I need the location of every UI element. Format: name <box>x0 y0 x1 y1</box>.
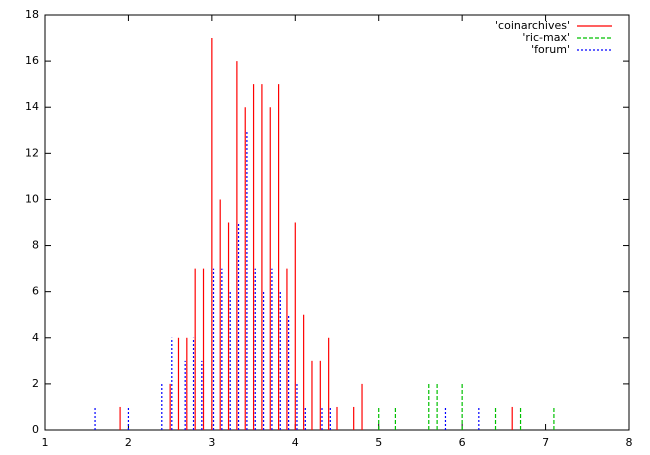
x-tick-label: 6 <box>459 436 466 449</box>
y-tick-label: 4 <box>32 331 39 344</box>
x-tick-label: 3 <box>208 436 215 449</box>
x-tick-label: 1 <box>42 436 49 449</box>
y-tick-label: 12 <box>25 146 39 159</box>
y-tick-label: 10 <box>25 192 39 205</box>
plot-border <box>44 14 630 431</box>
y-tick-label: 14 <box>25 100 39 113</box>
legend-label: 'ric-max' <box>522 31 570 44</box>
legend-label: 'forum' <box>531 43 570 56</box>
x-tick-label: 2 <box>125 436 132 449</box>
x-tick-label: 5 <box>375 436 382 449</box>
y-tick-label: 0 <box>32 423 39 436</box>
x-tick-label: 7 <box>542 436 549 449</box>
y-tick-label: 8 <box>32 239 39 252</box>
y-tick-label: 16 <box>25 54 39 67</box>
y-tick-label: 18 <box>25 8 39 21</box>
y-tick-label: 6 <box>32 285 39 298</box>
x-tick-label: 8 <box>626 436 633 449</box>
x-tick-label: 4 <box>292 436 299 449</box>
legend-label: 'coinarchives' <box>495 19 570 32</box>
y-tick-label: 2 <box>32 377 39 390</box>
